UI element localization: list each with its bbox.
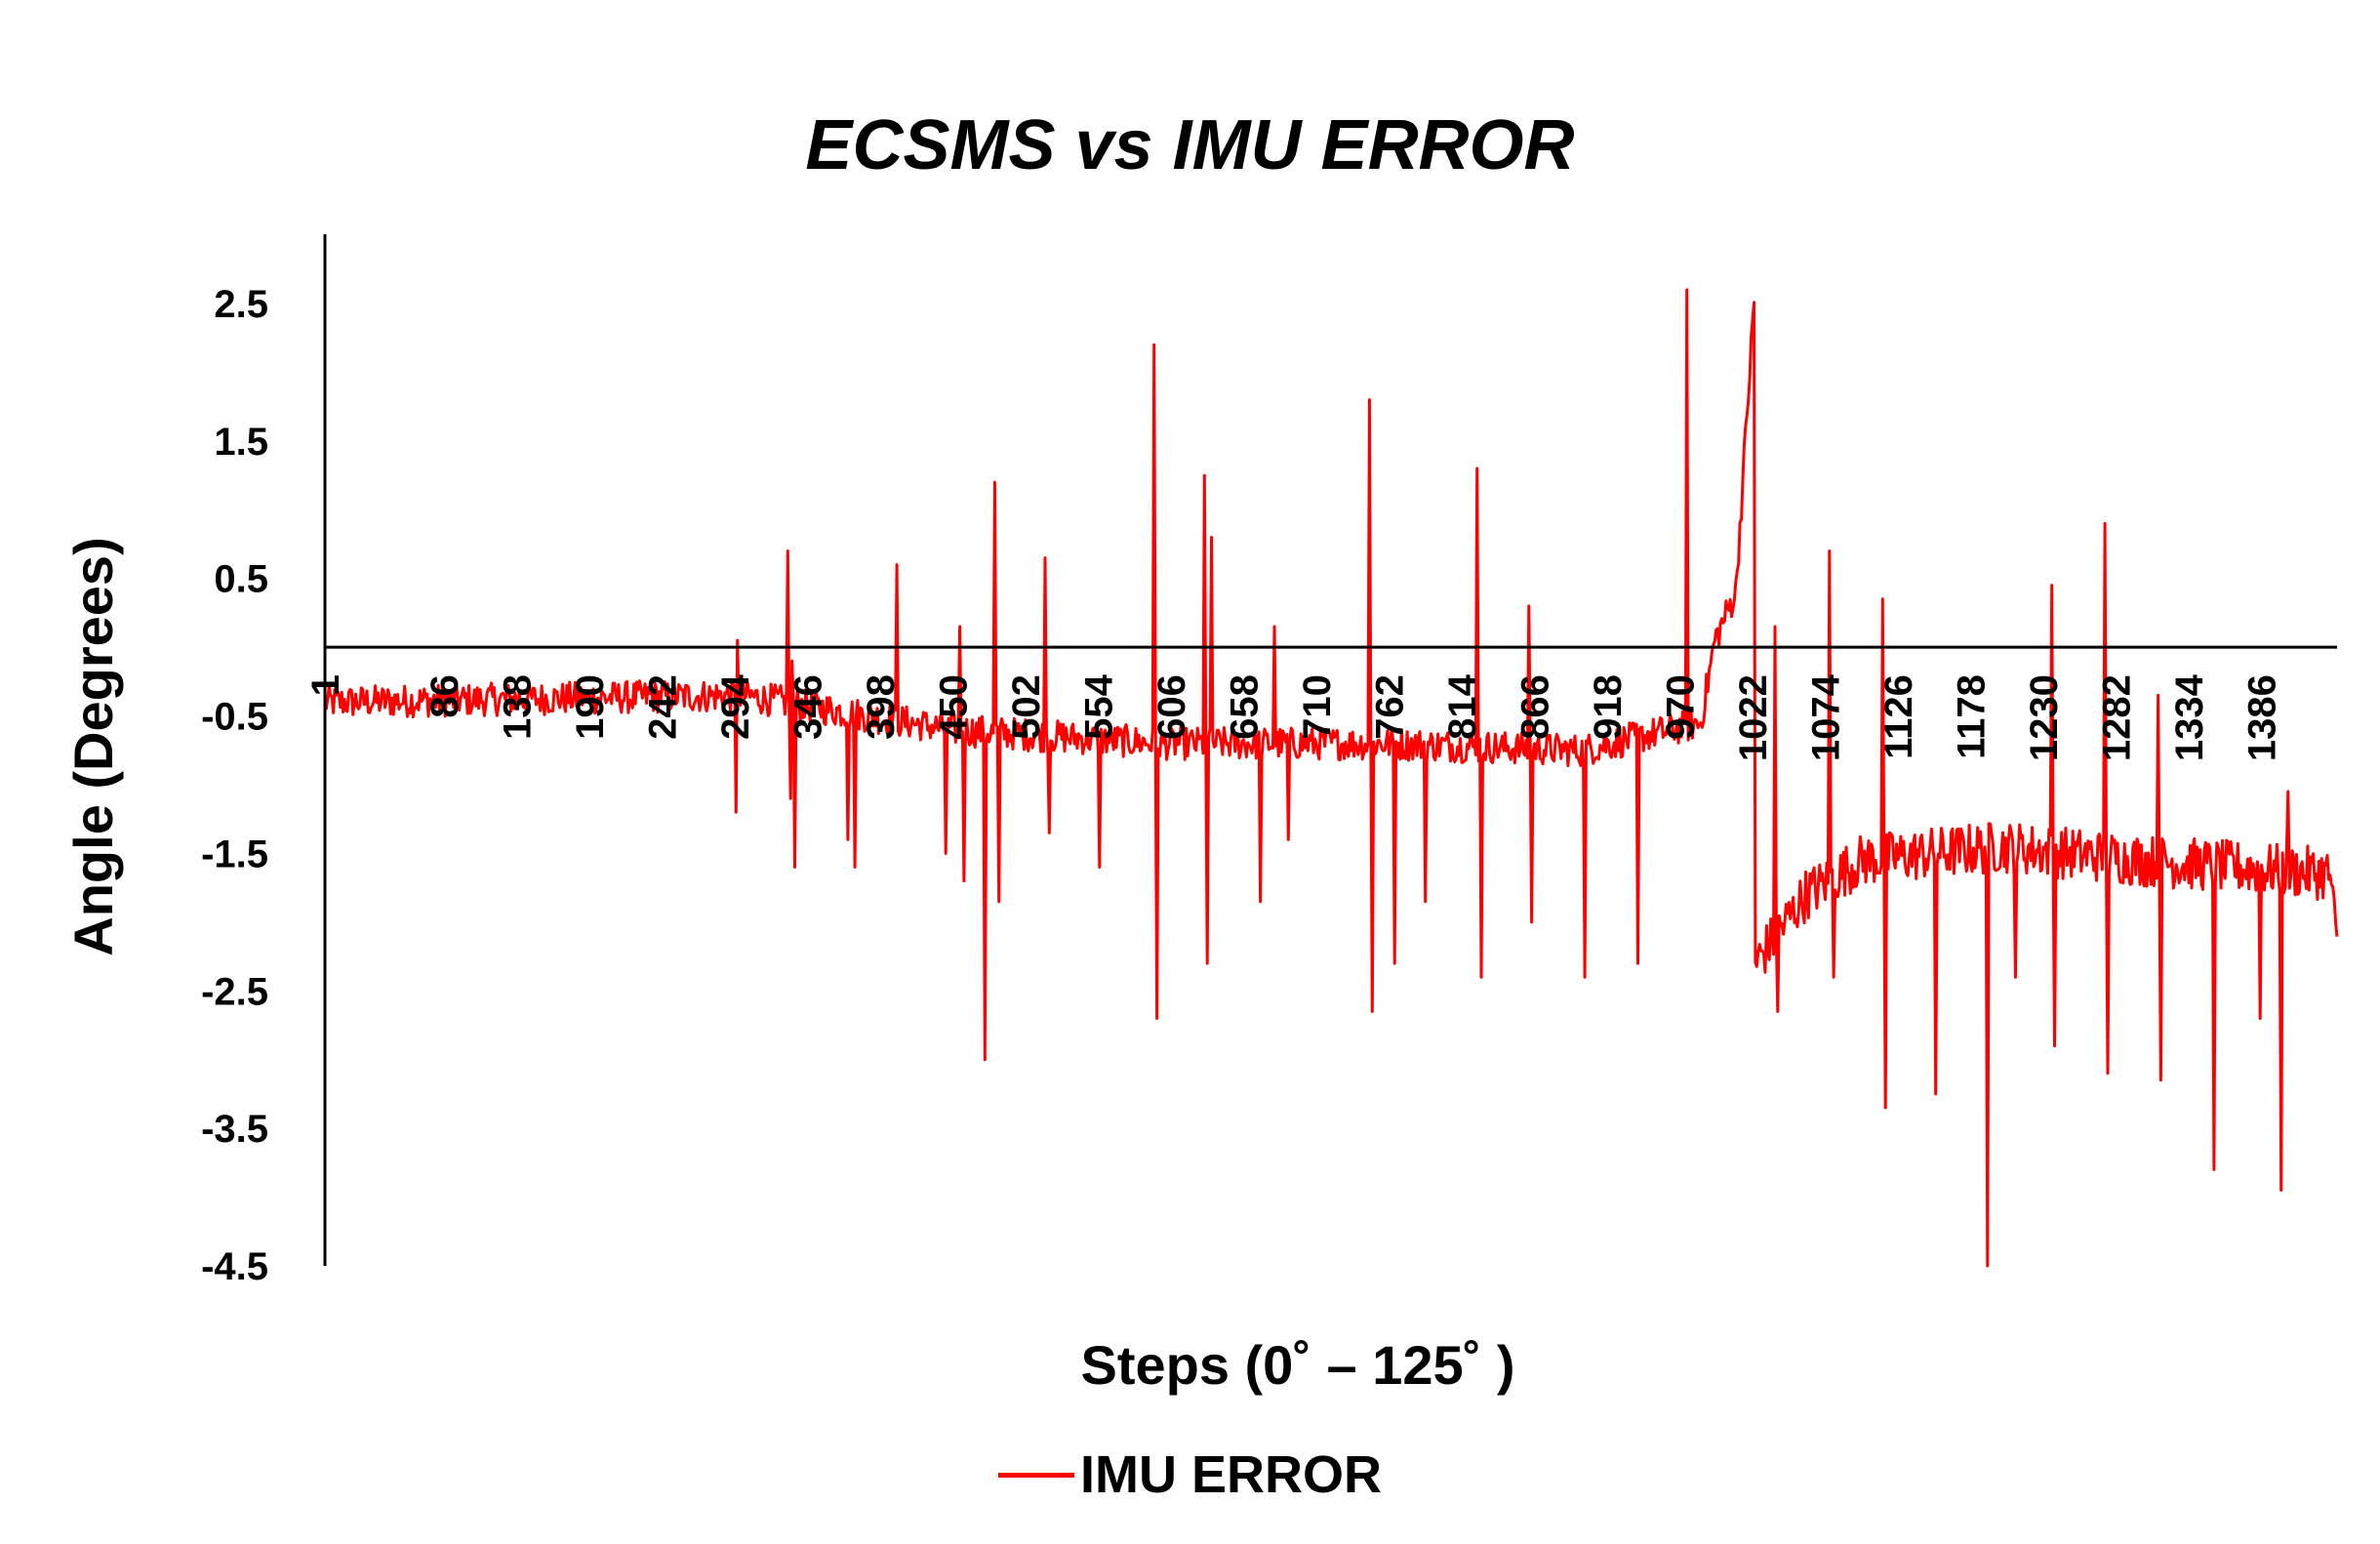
y-tick-label: 1.5 [214,421,268,464]
x-tick-label: 866 [1513,674,1556,740]
x-tick-label: 1 [304,674,347,696]
x-tick-label: 294 [714,673,757,739]
x-tick-label: 1022 [1732,674,1775,761]
legend: IMU ERROR [0,1444,2380,1505]
y-tick-labels: 2.5 1.5 0.5 -0.5 -1.5 -2.5 -3.5 -4.5 [201,283,268,1288]
chart-title: ECSMS vs IMU ERROR [805,106,1575,184]
legend-swatch-imu-error [998,1472,1074,1478]
x-tick-label: 346 [787,674,829,740]
x-tick-label: 502 [1005,674,1048,740]
x-tick-label: 554 [1077,673,1120,739]
y-tick-label: 0.5 [214,558,268,601]
x-tick-label: 450 [932,674,975,740]
y-tick-label: 2.5 [214,283,268,326]
x-tick-label: 814 [1441,673,1484,739]
x-tick-label: 242 [641,674,684,740]
series-layer [323,288,2339,1268]
x-tick-label: 398 [860,674,903,740]
x-tick-label: 970 [1660,674,1703,740]
y-tick-label: -0.5 [201,696,268,739]
x-tick-label: 1126 [1877,674,1920,759]
x-tick-label: 86 [424,674,466,718]
legend-label-imu-error: IMU ERROR [1080,1445,1382,1504]
x-tick-label: 1178 [1951,674,1994,759]
x-tick-label: 1074 [1805,673,1848,761]
x-tick-label: 190 [569,674,612,740]
x-tick-label: 606 [1150,674,1193,740]
x-tick-label: 762 [1368,674,1411,740]
x-tick-labels: 1 86 138 190 242 294 346 398 450 502 554 606 658 710 7… [304,673,2284,761]
x-tick-label: 138 [496,674,539,740]
x-tick-label: 918 [1587,674,1630,740]
x-tick-label: 1282 [2096,674,2139,761]
x-tick-label: 710 [1296,674,1339,740]
x-tick-label: 1230 [2023,674,2066,761]
x-tick-label: 1334 [2168,673,2211,761]
x-tick-label: 1386 [2241,674,2284,761]
y-tick-label: -2.5 [201,970,268,1013]
x-axis-title: Steps (0˚ – 125˚ ) [1080,1334,1514,1396]
y-tick-label: -4.5 [201,1245,268,1288]
y-axis-title: Angle (Degrees) [62,537,124,955]
x-tick-label: 658 [1223,674,1266,740]
y-tick-label: -3.5 [201,1108,268,1151]
series-line-imu-error [323,288,2339,1268]
y-tick-label: -1.5 [201,833,268,875]
